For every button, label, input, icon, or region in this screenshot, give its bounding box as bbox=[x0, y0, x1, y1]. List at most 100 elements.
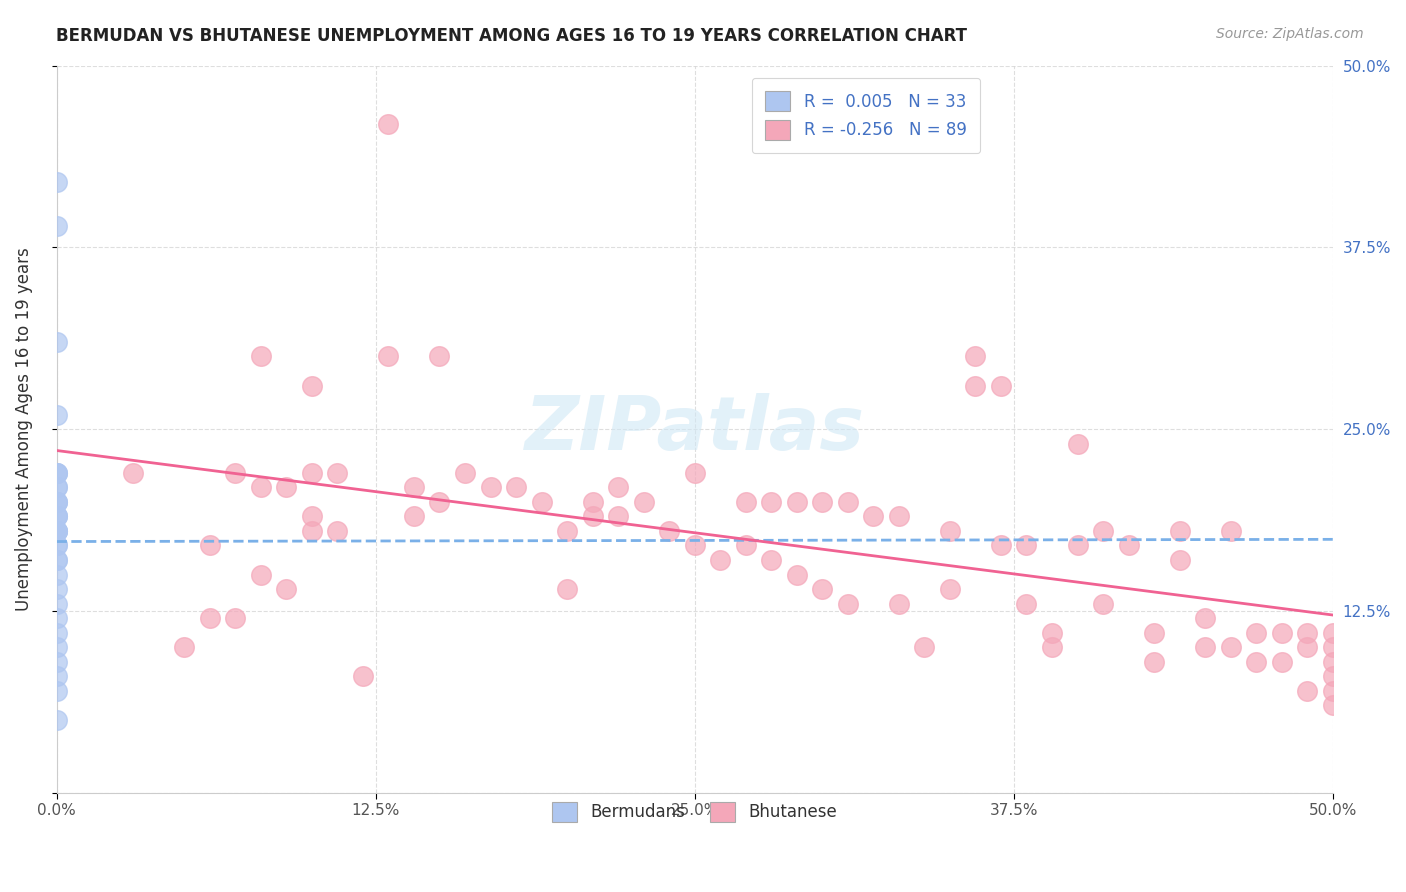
Legend: Bermudans, Bhutanese: Bermudans, Bhutanese bbox=[538, 789, 851, 835]
Point bbox=[276, 480, 298, 494]
Point bbox=[1244, 655, 1267, 669]
Point bbox=[173, 640, 195, 655]
Point bbox=[786, 495, 808, 509]
Point bbox=[352, 669, 374, 683]
Point bbox=[1015, 597, 1038, 611]
Point bbox=[965, 378, 987, 392]
Point bbox=[1066, 538, 1088, 552]
Point bbox=[45, 219, 67, 233]
Point bbox=[1322, 698, 1344, 713]
Point bbox=[198, 538, 221, 552]
Point bbox=[45, 553, 67, 567]
Point bbox=[1092, 524, 1115, 538]
Point bbox=[1322, 640, 1344, 655]
Point bbox=[1015, 538, 1038, 552]
Point bbox=[301, 509, 323, 524]
Point bbox=[811, 495, 834, 509]
Point bbox=[1296, 684, 1319, 698]
Point bbox=[45, 669, 67, 683]
Point bbox=[1118, 538, 1140, 552]
Point bbox=[45, 480, 67, 494]
Point bbox=[45, 480, 67, 494]
Point bbox=[887, 509, 910, 524]
Point bbox=[249, 350, 271, 364]
Point bbox=[45, 611, 67, 625]
Point bbox=[45, 713, 67, 727]
Point bbox=[249, 480, 271, 494]
Point bbox=[658, 524, 681, 538]
Point bbox=[990, 538, 1012, 552]
Point bbox=[837, 597, 859, 611]
Point bbox=[479, 480, 502, 494]
Point bbox=[1244, 625, 1267, 640]
Text: Source: ZipAtlas.com: Source: ZipAtlas.com bbox=[1216, 27, 1364, 41]
Point bbox=[1092, 597, 1115, 611]
Point bbox=[45, 640, 67, 655]
Point bbox=[1194, 611, 1216, 625]
Point bbox=[454, 466, 477, 480]
Point bbox=[45, 655, 67, 669]
Point bbox=[45, 582, 67, 596]
Point bbox=[683, 538, 706, 552]
Point bbox=[45, 175, 67, 189]
Point bbox=[761, 553, 783, 567]
Point bbox=[198, 611, 221, 625]
Point bbox=[249, 567, 271, 582]
Point bbox=[530, 495, 553, 509]
Point bbox=[45, 538, 67, 552]
Point bbox=[1194, 640, 1216, 655]
Point bbox=[45, 334, 67, 349]
Point bbox=[1168, 524, 1191, 538]
Point bbox=[1040, 625, 1063, 640]
Point bbox=[45, 538, 67, 552]
Point bbox=[45, 408, 67, 422]
Point bbox=[429, 495, 451, 509]
Point bbox=[1322, 684, 1344, 698]
Text: ZIPatlas: ZIPatlas bbox=[524, 392, 865, 466]
Point bbox=[301, 466, 323, 480]
Point bbox=[45, 567, 67, 582]
Point bbox=[377, 350, 399, 364]
Point bbox=[45, 684, 67, 698]
Point bbox=[734, 538, 756, 552]
Point bbox=[1066, 436, 1088, 450]
Point bbox=[990, 378, 1012, 392]
Point bbox=[45, 466, 67, 480]
Point bbox=[887, 597, 910, 611]
Point bbox=[1040, 640, 1063, 655]
Point bbox=[429, 350, 451, 364]
Point bbox=[301, 378, 323, 392]
Point bbox=[633, 495, 655, 509]
Point bbox=[45, 495, 67, 509]
Y-axis label: Unemployment Among Ages 16 to 19 years: Unemployment Among Ages 16 to 19 years bbox=[15, 247, 32, 611]
Point bbox=[555, 582, 578, 596]
Point bbox=[1322, 669, 1344, 683]
Point bbox=[276, 582, 298, 596]
Point bbox=[402, 480, 425, 494]
Point bbox=[786, 567, 808, 582]
Point bbox=[709, 553, 731, 567]
Point bbox=[45, 553, 67, 567]
Point bbox=[581, 495, 603, 509]
Point bbox=[837, 495, 859, 509]
Point bbox=[45, 524, 67, 538]
Point bbox=[1143, 655, 1166, 669]
Point bbox=[45, 524, 67, 538]
Text: BERMUDAN VS BHUTANESE UNEMPLOYMENT AMONG AGES 16 TO 19 YEARS CORRELATION CHART: BERMUDAN VS BHUTANESE UNEMPLOYMENT AMONG… bbox=[56, 27, 967, 45]
Point bbox=[1271, 625, 1294, 640]
Point bbox=[45, 509, 67, 524]
Point bbox=[122, 466, 145, 480]
Point bbox=[45, 524, 67, 538]
Point bbox=[45, 509, 67, 524]
Point bbox=[1219, 640, 1241, 655]
Point bbox=[326, 524, 349, 538]
Point bbox=[1219, 524, 1241, 538]
Point bbox=[45, 495, 67, 509]
Point bbox=[45, 466, 67, 480]
Point bbox=[45, 625, 67, 640]
Point bbox=[939, 524, 962, 538]
Point bbox=[45, 466, 67, 480]
Point bbox=[1271, 655, 1294, 669]
Point bbox=[45, 597, 67, 611]
Point bbox=[811, 582, 834, 596]
